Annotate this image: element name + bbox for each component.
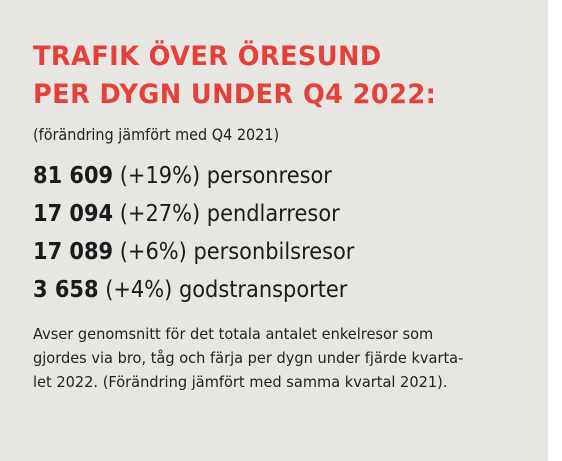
stat-value: 17 089 <box>33 239 114 265</box>
stat-row-personresor: 81 609 (+19%) personresor <box>33 157 502 195</box>
stat-value: 3 658 <box>33 277 99 303</box>
stat-change: (+27%) <box>119 201 201 227</box>
stat-change: (+6%) <box>119 239 187 265</box>
stat-value: 17 094 <box>33 201 114 227</box>
stat-change: (+19%) <box>119 163 201 189</box>
panel-title: TRAFIK ÖVER ÖRESUND PER DYGN UNDER Q4 20… <box>33 38 522 114</box>
info-panel: TRAFIK ÖVER ÖRESUND PER DYGN UNDER Q4 20… <box>0 0 548 461</box>
footnote-line-1: Avser genomsnitt för det totala antalet … <box>33 325 434 343</box>
title-line-1: TRAFIK ÖVER ÖRESUND <box>33 41 382 72</box>
stat-label: personbilsresor <box>193 239 355 265</box>
stat-row-personbilsresor: 17 089 (+6%) personbilsresor <box>33 233 502 271</box>
footnote-line-3: let 2022. (Förändring jämfört med samma … <box>33 373 448 391</box>
stat-row-pendlarresor: 17 094 (+27%) pendlarresor <box>33 195 502 233</box>
title-line-2: PER DYGN UNDER Q4 2022: <box>33 79 437 110</box>
stat-row-godstransporter: 3 658 (+4%) godstransporter <box>33 271 502 309</box>
stat-label: personresor <box>206 163 332 189</box>
stat-label: godstransporter <box>178 277 348 303</box>
subtitle: (förändring jämfört med Q4 2021) <box>33 125 280 144</box>
stats-list: 81 609 (+19%) personresor 17 094 (+27%) … <box>33 157 548 309</box>
footnote: Avser genomsnitt för det totala antalet … <box>33 322 503 394</box>
stat-label: pendlarresor <box>206 201 340 227</box>
footnote-line-2: gjordes via bro, tåg och färja per dygn … <box>33 349 464 367</box>
stat-change: (+4%) <box>105 277 173 303</box>
stat-value: 81 609 <box>33 163 114 189</box>
